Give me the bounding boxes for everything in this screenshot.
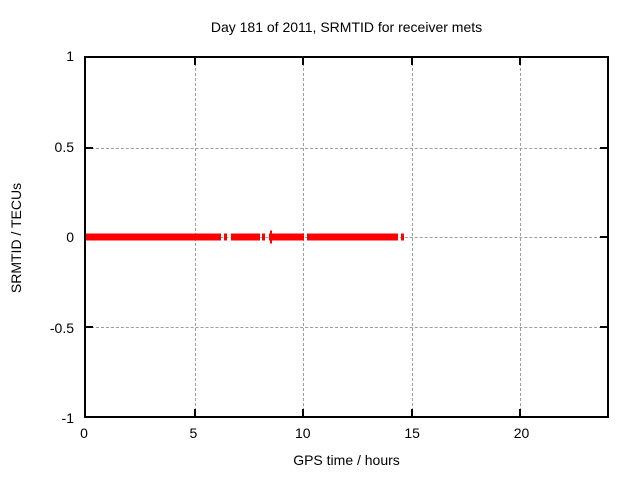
x-tick-mark xyxy=(193,58,196,65)
data-segment xyxy=(231,233,260,241)
data-point-plus-marker xyxy=(269,230,272,244)
y-tick-mark xyxy=(86,146,93,149)
x-tick-label: 20 xyxy=(513,425,530,441)
data-segment xyxy=(261,233,266,241)
y-gridline xyxy=(86,326,607,328)
x-tick-label: 5 xyxy=(189,425,198,441)
y-tick-mark xyxy=(600,236,607,238)
y-tick-label: -1 xyxy=(61,410,74,426)
x-tick-mark xyxy=(193,409,196,416)
y-tick-label: 0 xyxy=(66,229,74,245)
data-segment xyxy=(307,233,398,241)
y-axis-label: SRMTID / TECUs xyxy=(8,182,24,294)
x-tick-mark xyxy=(302,409,305,416)
y-tick-mark xyxy=(600,325,607,328)
x-tick-mark xyxy=(519,409,522,416)
data-segment xyxy=(269,233,305,241)
data-segment xyxy=(400,233,405,241)
x-tick-label: 10 xyxy=(294,425,311,441)
y-tick-mark xyxy=(600,146,607,149)
y-tick-label: -0.5 xyxy=(49,319,74,336)
x-tick-label: 15 xyxy=(404,425,420,441)
data-segment xyxy=(223,233,228,241)
y-tick-label: 0.5 xyxy=(54,138,74,155)
data-segment xyxy=(86,233,221,241)
x-axis-label: GPS time / hours xyxy=(293,452,400,468)
x-tick-mark xyxy=(410,409,413,416)
x-tick-label: 0 xyxy=(80,425,88,441)
chart-title: Day 181 of 2011, SRMTID for receiver met… xyxy=(210,19,483,35)
x-tick-mark xyxy=(519,58,522,65)
y-tick-mark xyxy=(86,325,93,328)
y-gridline xyxy=(86,147,607,149)
y-tick-label: 1 xyxy=(66,48,74,64)
x-tick-mark xyxy=(302,58,305,65)
plot-area xyxy=(84,56,609,418)
x-tick-mark xyxy=(410,58,413,65)
